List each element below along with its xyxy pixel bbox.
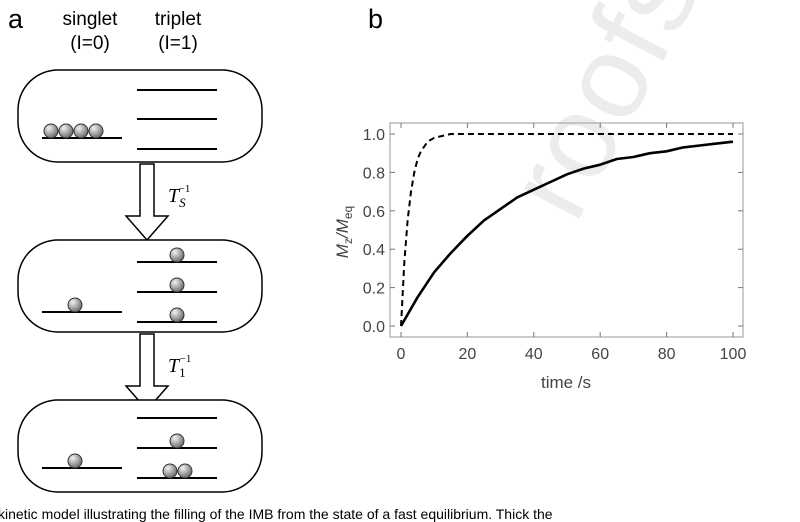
singlet-spin: (I=0) bbox=[70, 33, 110, 54]
solid-series-line bbox=[399, 140, 734, 327]
singlet-header: singlet (I=0) bbox=[40, 8, 140, 56]
y-label-sep: /M bbox=[333, 218, 352, 239]
y-label-sub-eq: eq bbox=[341, 206, 355, 219]
y-axis-label: Mz/Meq bbox=[333, 206, 355, 258]
transition-arrow-1 bbox=[124, 163, 170, 242]
panel-a-letter: a bbox=[8, 4, 24, 34]
axis-ticks: 0 20 40 60 80 100 0.0 0.2 0.4 0.6 0.8 1.0 bbox=[363, 123, 747, 363]
y-tick-label: 0.8 bbox=[363, 165, 385, 182]
y-tick-label: 1.0 bbox=[363, 127, 385, 144]
rate-label-1: TS−1 bbox=[168, 183, 190, 210]
plot-frame bbox=[389, 122, 744, 338]
dashed-series-line bbox=[400, 133, 733, 327]
figure-caption: kinetic model illustrating the filling o… bbox=[0, 506, 553, 522]
singlet-label: singlet bbox=[62, 9, 118, 30]
rate-symbol: T bbox=[168, 355, 181, 377]
x-axis-label: time /s bbox=[541, 373, 591, 392]
population-balls bbox=[67, 247, 185, 323]
x-tick-label: 40 bbox=[525, 346, 543, 363]
panel-b-letter: b bbox=[368, 4, 384, 34]
y-tick-label: 0.0 bbox=[363, 319, 385, 336]
y-tick-label: 0.4 bbox=[363, 242, 385, 259]
rate-subscript: S bbox=[179, 195, 186, 210]
data-series bbox=[399, 133, 734, 327]
triplet-header: triplet (I=1) bbox=[128, 8, 228, 56]
population-balls bbox=[43, 123, 104, 139]
x-tick-label: 20 bbox=[459, 346, 477, 363]
rate-subscript: 1 bbox=[179, 365, 186, 380]
population-balls bbox=[67, 433, 193, 479]
rate-label-2: T1−1 bbox=[168, 353, 191, 380]
x-tick-label: 100 bbox=[720, 346, 747, 363]
y-tick-label: 0.2 bbox=[363, 281, 385, 298]
rate-superscript: −1 bbox=[179, 183, 191, 195]
x-tick-label: 60 bbox=[591, 346, 609, 363]
rate-symbol: T bbox=[168, 185, 181, 207]
x-tick-label: 0 bbox=[397, 346, 406, 363]
y-label-sub-z: z bbox=[341, 238, 355, 244]
triplet-label: triplet bbox=[154, 9, 202, 30]
y-tick-label: 0.6 bbox=[363, 204, 385, 221]
x-tick-label: 80 bbox=[658, 346, 676, 363]
triplet-spin: (I=1) bbox=[158, 33, 198, 54]
y-label-m: M bbox=[333, 243, 352, 258]
rate-superscript: −1 bbox=[180, 353, 192, 365]
transition-arrow-2 bbox=[124, 333, 170, 412]
